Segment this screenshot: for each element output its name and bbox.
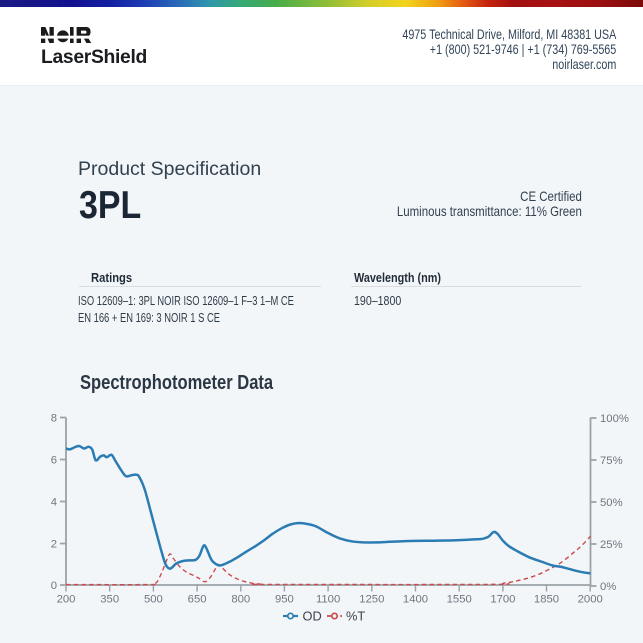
- svg-text:4: 4: [51, 497, 57, 509]
- svg-text:1550: 1550: [447, 594, 472, 606]
- svg-text:650: 650: [188, 594, 207, 606]
- svg-text:OD: OD: [303, 609, 322, 624]
- svg-text:1700: 1700: [490, 594, 515, 606]
- svg-text:1850: 1850: [534, 594, 559, 606]
- svg-text:950: 950: [275, 594, 294, 606]
- svg-text:200: 200: [57, 594, 76, 606]
- svg-text:100%: 100%: [600, 413, 629, 425]
- svg-text:6: 6: [51, 455, 57, 467]
- svg-text:0: 0: [51, 580, 57, 592]
- svg-text:350: 350: [100, 594, 119, 606]
- svg-text:75%: 75%: [600, 455, 623, 467]
- svg-text:50%: 50%: [600, 497, 623, 509]
- svg-text:2000: 2000: [578, 594, 603, 606]
- svg-text:500: 500: [144, 594, 163, 606]
- svg-text:1100: 1100: [316, 594, 340, 606]
- svg-text:800: 800: [231, 594, 250, 606]
- svg-text:25%: 25%: [600, 539, 623, 551]
- svg-text:8: 8: [51, 413, 57, 425]
- svg-text:0%: 0%: [600, 581, 616, 593]
- svg-text:1400: 1400: [403, 594, 428, 606]
- svg-text:1250: 1250: [359, 594, 384, 606]
- svg-text:%T: %T: [346, 609, 365, 624]
- svg-text:2: 2: [51, 539, 57, 551]
